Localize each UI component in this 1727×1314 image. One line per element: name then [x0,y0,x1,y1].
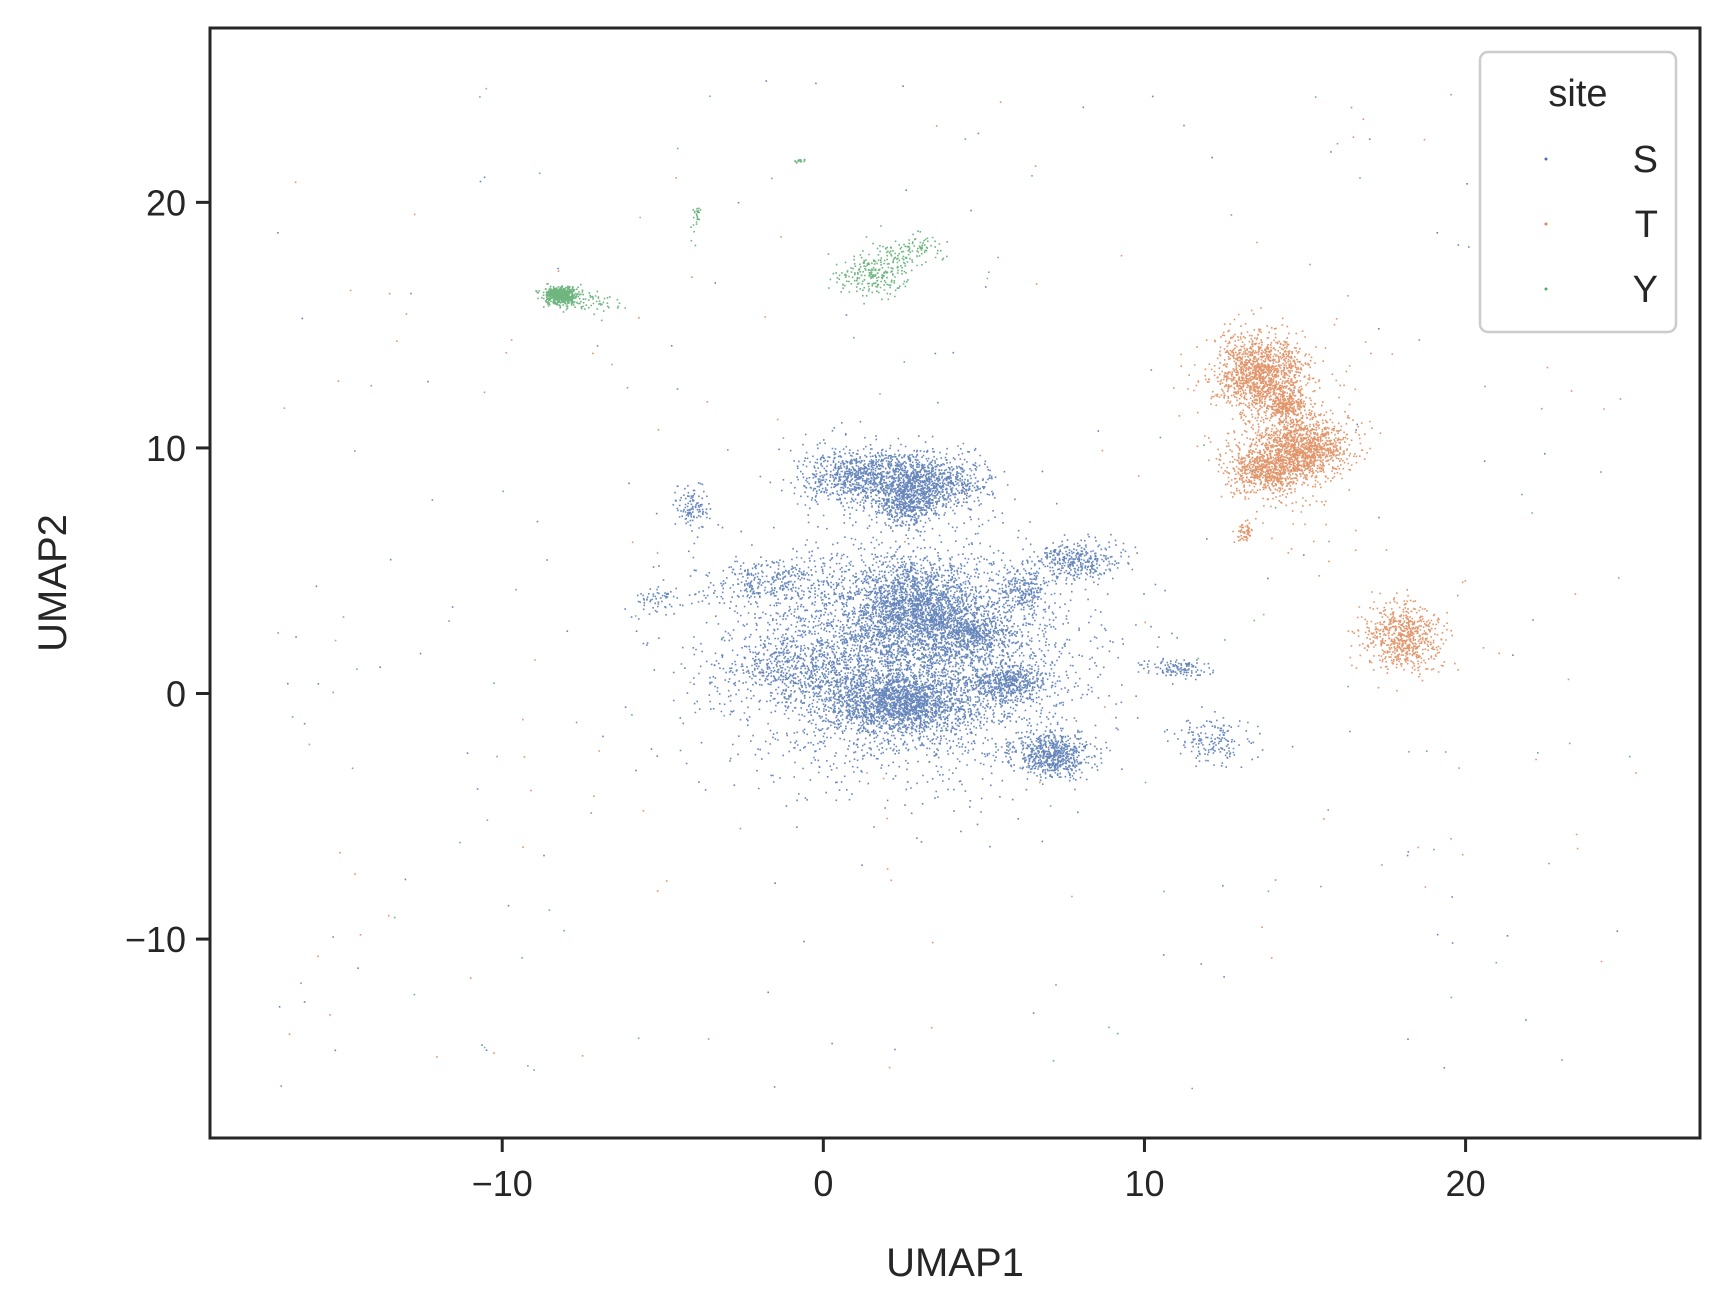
legend-marker-t [1544,222,1548,226]
y-tick-label: 20 [146,182,186,223]
series-t [283,87,1637,1069]
legend-marker-s [1544,157,1548,161]
legend-label-t: T [1635,204,1658,246]
series-s [277,80,1619,1088]
series-points-y [277,93,1631,1090]
legend-label-s: S [1633,139,1658,181]
legend: site S T Y [1478,50,1678,334]
x-tick-label: 10 [1124,1163,1164,1204]
series-y [277,93,1631,1090]
legend-box [1478,50,1678,334]
y-tick-label: −10 [125,919,186,960]
legend-title: site [1548,73,1607,115]
y-tick-label: 0 [166,674,186,715]
series-points-s [277,80,1619,1088]
series-points-t [283,87,1637,1069]
y-axis-ticks: −10 0 10 20 [125,182,210,960]
y-axis-label: UMAP2 [31,514,75,652]
x-tick-label: −10 [472,1163,533,1204]
y-tick-label: 10 [146,428,186,469]
scatter-points [277,80,1637,1090]
x-tick-label: 20 [1446,1163,1486,1204]
x-tick-label: 0 [813,1163,833,1204]
x-axis-ticks: −10 0 10 20 [472,1138,1486,1204]
legend-marker-y [1544,287,1548,291]
legend-label-y: Y [1633,269,1658,311]
plot-frame [208,26,1702,1140]
x-axis-label: UMAP1 [886,1241,1024,1285]
